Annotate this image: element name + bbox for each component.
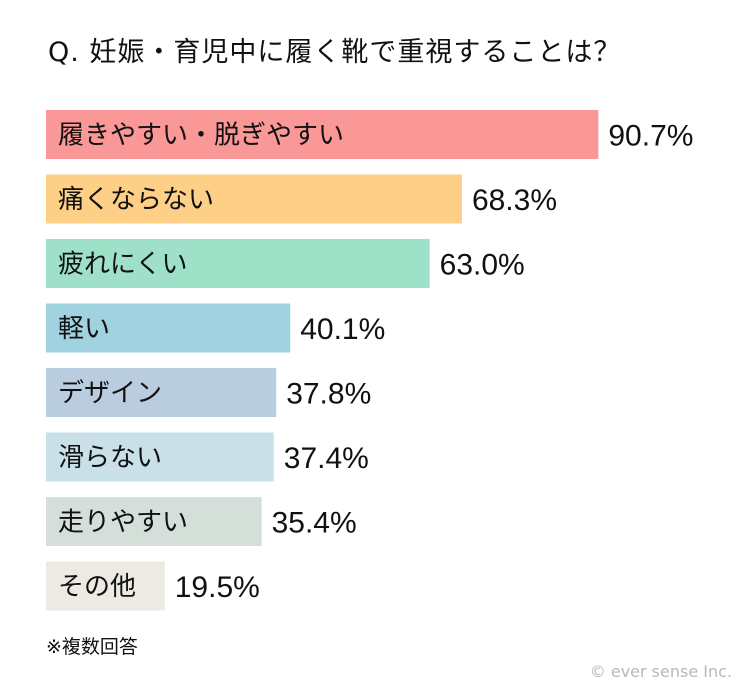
bar-value-label: 40.1% <box>300 313 385 346</box>
bar-3 <box>46 239 430 288</box>
copyright-credit: © ever sense Inc. <box>589 662 732 681</box>
bar-category-label: 走りやすい <box>58 508 188 538</box>
bar-value-label: 63.0% <box>440 249 525 282</box>
bar-2 <box>46 174 462 224</box>
bar-category-label: 滑らない <box>58 443 162 473</box>
bar-4 <box>46 303 291 353</box>
bar-category-label: 軽い <box>58 314 110 344</box>
bar-value-label: 19.5% <box>175 571 260 604</box>
bar-value-label: 37.4% <box>284 442 369 475</box>
bar-value-label: 68.3% <box>472 184 557 217</box>
bar-7 <box>46 497 262 546</box>
bar-category-label: 疲れにくい <box>58 250 187 280</box>
bar-6 <box>46 432 274 482</box>
bar-8 <box>46 561 165 611</box>
bar-value-label: 35.4% <box>272 507 357 540</box>
bar-category-label: デザイン <box>58 379 162 409</box>
bar-value-label: 90.7% <box>608 120 693 153</box>
bar-category-label: 履きやすい・脱ぎやすい <box>58 121 344 151</box>
bar-5 <box>46 368 277 417</box>
chart-title: Q. 妊娠・育児中に履く靴で重視することは？ <box>48 37 622 68</box>
bar-1 <box>46 110 599 159</box>
bar-category-label: 痛くならない <box>58 185 214 215</box>
multiple-answer-note: ※複数回答 <box>46 636 138 658</box>
bar-value-label: 37.8% <box>286 378 371 411</box>
bar-category-label: その他 <box>58 572 136 602</box>
